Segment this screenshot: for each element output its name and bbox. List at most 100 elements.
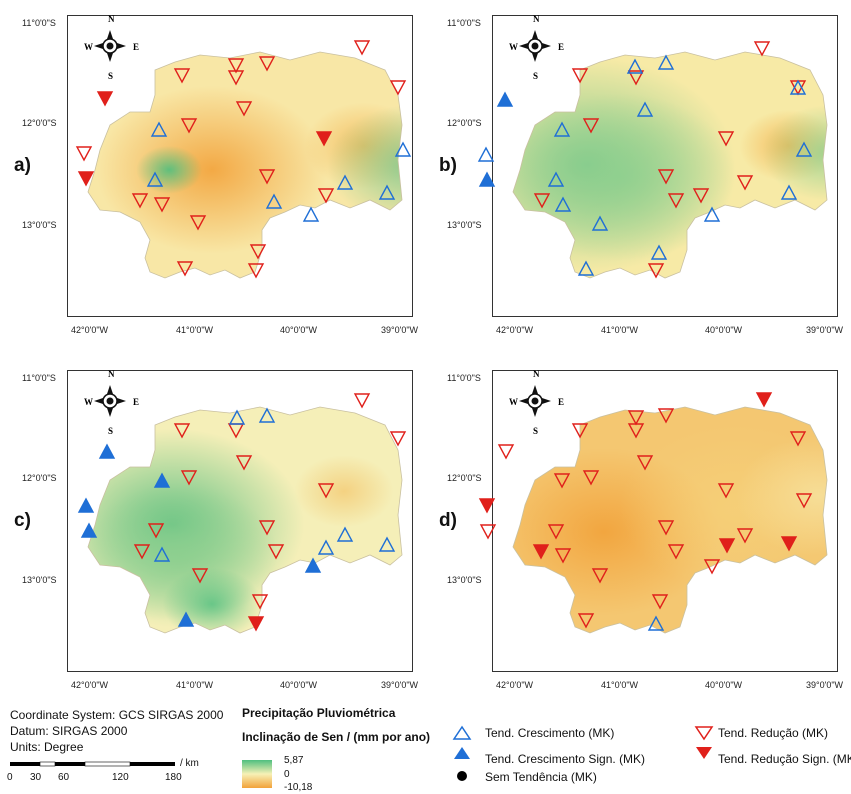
units-text: Units: Degree xyxy=(10,740,84,754)
compass-letter: E xyxy=(133,42,139,52)
decrease-trend-marker xyxy=(251,594,269,610)
compass-letter: E xyxy=(558,397,564,407)
increase-trend-marker xyxy=(378,536,396,552)
longitude-label: 42°0'0"W xyxy=(71,325,109,335)
compass-letter: E xyxy=(558,42,564,52)
decrease-trend-marker xyxy=(667,193,685,209)
scale-tick-30: 30 xyxy=(30,772,42,783)
decrease-trend-marker xyxy=(554,548,572,564)
compass-letter: N xyxy=(108,369,115,379)
map-canvas: N S W E xyxy=(77,369,407,634)
increase-trend-marker xyxy=(317,539,335,555)
decrease-trend-marker xyxy=(657,169,675,185)
decrease-trend-marker xyxy=(571,423,589,439)
significant-decrease-marker xyxy=(247,616,265,632)
compass-letter: W xyxy=(84,397,93,407)
decrease-trend-marker xyxy=(657,408,675,424)
decrease-trend-marker xyxy=(353,393,371,409)
latitude-label: 11°0'0"S xyxy=(447,18,481,28)
panel-label: c) xyxy=(14,510,31,531)
increase-trend-marker xyxy=(554,196,572,212)
increase-trend-marker xyxy=(657,54,675,70)
scale-tick-60: 60 xyxy=(58,772,70,783)
increase-trend-marker xyxy=(789,79,807,95)
decrease-trend-marker xyxy=(736,528,754,544)
ramp-max-label: 5,87 xyxy=(284,755,304,766)
longitude-label: 40°0'0"W xyxy=(705,680,743,690)
decrease-trend-marker xyxy=(133,544,151,560)
increase-trend-marker xyxy=(302,206,320,222)
decrease-trend-marker xyxy=(227,70,245,86)
decrease-trend-marker xyxy=(249,244,267,260)
increase-trend-marker xyxy=(553,121,571,137)
latitude-label: 13°0'0"S xyxy=(447,575,482,585)
significant-increase-marker xyxy=(98,443,116,459)
decrease-trend-marker xyxy=(191,568,209,584)
scale-tick-120: 120 xyxy=(112,772,129,783)
decrease-trend-marker xyxy=(389,431,407,447)
decrease-trend-marker xyxy=(636,455,654,471)
increase-trend-marker xyxy=(146,171,164,187)
increase-trend-marker xyxy=(795,141,813,157)
legend-title: Precipitação Pluviométrica xyxy=(242,706,396,720)
latitude-label: 13°0'0"S xyxy=(22,575,57,585)
decrease-trend-marker xyxy=(692,188,710,204)
significant-decrease-marker xyxy=(478,498,496,514)
latitude-label: 12°0'0"S xyxy=(447,118,482,128)
decrease-trend-marker xyxy=(258,56,276,72)
longitude-label: 41°0'0"W xyxy=(176,325,214,335)
decrease-trend-marker xyxy=(180,470,198,486)
compass-icon xyxy=(519,30,551,62)
decrease-trend-marker xyxy=(180,118,198,134)
increase-trend-marker xyxy=(265,193,283,209)
decrease-trend-marker xyxy=(227,58,245,74)
decrease-trend-marker xyxy=(651,594,669,610)
decrease-trend-marker xyxy=(258,520,276,536)
decrease-trend-marker xyxy=(582,470,600,486)
compass-letter: S xyxy=(533,426,538,436)
increase-trend-marker xyxy=(626,58,644,74)
increase-trend-marker xyxy=(650,244,668,260)
decrease-trend-marker xyxy=(736,175,754,191)
compass-letter: W xyxy=(509,42,518,52)
increase-trend-marker xyxy=(394,141,412,157)
decrease-trend-marker xyxy=(75,146,93,162)
compass-letter: S xyxy=(108,426,113,436)
compass-letter: N xyxy=(533,369,540,379)
decrease-trend-marker xyxy=(703,559,721,575)
longitude-label: 41°0'0"W xyxy=(601,325,639,335)
decrease-trend-marker xyxy=(591,568,609,584)
compass-letter: W xyxy=(84,42,93,52)
increase-trend-marker xyxy=(150,121,168,137)
significant-increase-marker xyxy=(478,171,496,187)
coord-system-text: Coordinate System: GCS SIRGAS 2000 xyxy=(10,708,224,722)
region-outline xyxy=(512,406,828,634)
panel-label: d) xyxy=(439,510,457,531)
compass-letter: S xyxy=(108,71,113,81)
datum-text: Datum: SIRGAS 2000 xyxy=(10,724,128,738)
decrease-trend-marker xyxy=(317,483,335,499)
significant-increase-marker xyxy=(496,91,514,107)
ramp-mid-label: 0 xyxy=(284,769,290,780)
decrease-trend-marker xyxy=(582,118,600,134)
latitude-label: 13°0'0"S xyxy=(447,220,482,230)
latitude-label: 11°0'0"S xyxy=(22,18,56,28)
decrease-trend-marker xyxy=(667,544,685,560)
latitude-label: 11°0'0"S xyxy=(447,373,481,383)
decrease-trend-marker xyxy=(497,444,515,460)
map-canvas: N S W E xyxy=(75,14,412,279)
increase-trend-marker xyxy=(153,546,171,562)
increase-trend-marker xyxy=(258,407,276,423)
longitude-label: 39°0'0"W xyxy=(381,325,419,335)
increase-trend-marker xyxy=(228,409,246,425)
legend-symbols xyxy=(452,725,714,781)
longitude-label: 41°0'0"W xyxy=(176,680,214,690)
longitude-label: 42°0'0"W xyxy=(496,325,534,335)
increase-trend-marker xyxy=(636,101,654,117)
decrease-trend-marker xyxy=(173,68,191,84)
decrease-trend-marker xyxy=(153,197,171,213)
legend-subtitle: Inclinação de Sen / (mm por ano) xyxy=(242,730,431,744)
legend-up-sig-icon xyxy=(454,747,470,759)
